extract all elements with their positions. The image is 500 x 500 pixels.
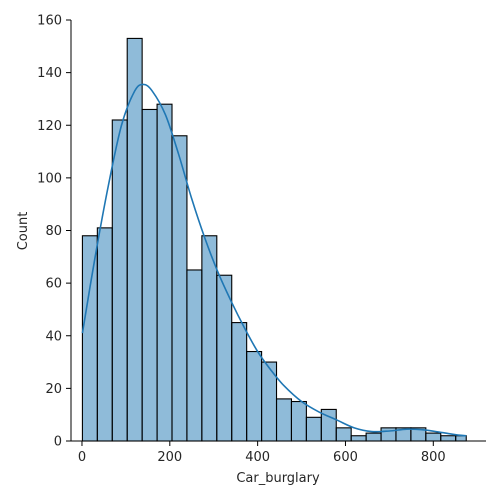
histogram-bar xyxy=(365,432,382,442)
bars-group xyxy=(81,37,467,442)
x-axis-label: Car_burglary xyxy=(236,471,320,486)
y-tick-label: 140 xyxy=(37,66,62,81)
histogram-bar xyxy=(455,435,467,442)
histogram-bar xyxy=(290,400,307,442)
histogram-bar xyxy=(246,350,263,442)
y-axis-label: Count xyxy=(16,212,31,251)
histogram-bar xyxy=(305,416,322,442)
histogram-bar xyxy=(216,274,233,442)
histogram-bar xyxy=(335,427,352,442)
y-tick-label: 80 xyxy=(45,224,62,239)
histogram-bar xyxy=(171,135,188,442)
y-tick-label: 120 xyxy=(37,119,62,134)
histogram-bar xyxy=(126,37,143,442)
histogram-bar xyxy=(141,108,158,442)
x-tick-label: 400 xyxy=(245,450,270,465)
x-tick-label: 800 xyxy=(421,450,446,465)
histogram-bar xyxy=(111,119,128,442)
x-tick-label: 0 xyxy=(78,450,86,465)
y-tick-label: 20 xyxy=(45,382,62,397)
histogram-bar xyxy=(440,435,457,442)
histogram-bar xyxy=(186,269,203,442)
y-tick-label: 160 xyxy=(37,14,62,29)
x-axis-ticks: 0 200 400 600 800 xyxy=(78,441,446,465)
histogram-bar xyxy=(231,322,248,442)
y-axis-ticks: 0 20 40 60 80 100 120 140 160 xyxy=(37,14,71,450)
y-tick-label: 60 xyxy=(45,277,62,292)
histogram-bar xyxy=(81,235,98,442)
y-tick-label: 40 xyxy=(45,329,62,344)
histogram-bar xyxy=(425,432,442,442)
y-tick-label: 100 xyxy=(37,171,62,186)
histogram-bar xyxy=(156,103,173,442)
histogram-bar xyxy=(96,227,113,442)
histogram-bar xyxy=(201,235,218,442)
kde-curve xyxy=(81,83,467,437)
x-tick-label: 600 xyxy=(333,450,358,465)
y-tick-label: 0 xyxy=(54,435,62,450)
histogram-bar xyxy=(350,435,367,442)
x-tick-label: 200 xyxy=(157,450,182,465)
histogram-bar xyxy=(275,398,293,442)
